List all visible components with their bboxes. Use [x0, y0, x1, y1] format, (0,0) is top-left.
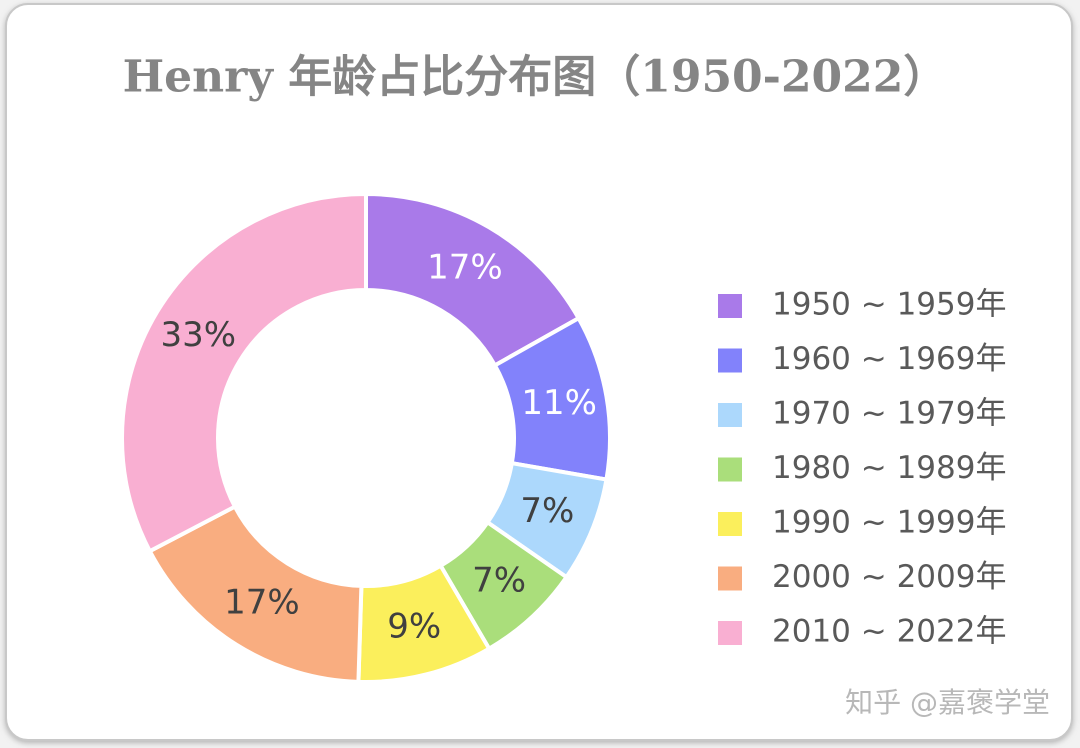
data-label: 33% — [161, 315, 237, 355]
legend-label: 2000 ~ 2009年 — [772, 559, 1006, 595]
legend-label: 1960 ~ 1969年 — [772, 341, 1006, 377]
data-label: 7% — [472, 560, 526, 600]
donut-segment — [120, 191, 368, 554]
data-label: 17% — [427, 247, 503, 287]
data-label: 9% — [387, 606, 441, 646]
watermark: 知乎 @嘉褒学堂 — [845, 686, 1050, 719]
legend-swatch — [718, 348, 742, 373]
legend-swatch — [718, 294, 742, 318]
legend-label: 1980 ~ 1989年 — [772, 450, 1006, 486]
data-label: 11% — [521, 383, 597, 423]
legend-swatch — [718, 403, 742, 427]
legend-swatch — [718, 621, 742, 645]
legend-swatch — [718, 512, 742, 536]
legend-label: 2010 ~ 2022年 — [772, 614, 1006, 650]
data-label: 7% — [520, 491, 574, 531]
legend-label: 1970 ~ 1979年 — [772, 396, 1006, 432]
legend-label: 1950 ~ 1959年 — [772, 287, 1006, 323]
data-label: 17% — [224, 583, 300, 623]
legend-swatch — [718, 566, 742, 591]
legend-swatch — [718, 457, 742, 482]
legend-label: 1990 ~ 1999年 — [772, 505, 1006, 541]
chart-title: Henry 年龄占比分布图（1950-2022） — [123, 52, 948, 103]
